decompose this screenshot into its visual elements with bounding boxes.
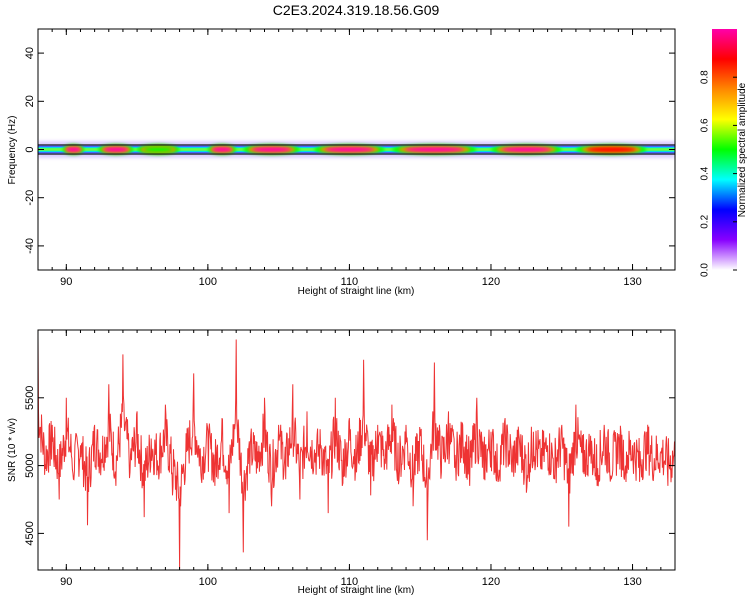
snr-series-line [38, 336, 675, 569]
colorbar-bar [712, 29, 737, 270]
colorbar-label: Normalized spectral amplitude [737, 82, 748, 217]
spectrogram-blob [586, 147, 637, 152]
colorbar-tick-label: 0.8 [700, 70, 711, 84]
snr-y-tick-label: 5000 [24, 453, 36, 477]
snr-y-tick-label: 5500 [24, 386, 36, 410]
spectrogram-y-tick-label: 20 [24, 95, 36, 107]
snr-content [38, 336, 675, 569]
snr-x-label: Height of straight line (km) [298, 585, 415, 596]
figure-title: C2E3.2024.319.18.56.G09 [273, 2, 440, 18]
snr-x-tick-label: 100 [199, 576, 217, 588]
snr-x-axis: 90 100 110 120 130 [37, 330, 676, 588]
spectrogram-y-tick-label: -40 [24, 238, 36, 254]
spectrogram-blob [404, 147, 465, 152]
spectrogram-blob [251, 147, 292, 152]
spectrogram-x-axis: 90 100 110 120 130 [37, 29, 676, 288]
spectrogram-content [38, 141, 675, 158]
spectrogram-blob [212, 147, 232, 152]
spectrogram-y-axis: 40 20 0 -20 -40 [24, 47, 675, 254]
spectrogram-x-tick-label: 110 [341, 276, 359, 288]
spectrogram-x-tick-label: 100 [199, 276, 217, 288]
spectrogram-panel: 90 100 110 120 130 40 20 0 -20 -40 Height of str… [7, 28, 676, 297]
snr-x-tick-label: 130 [623, 576, 641, 588]
colorbar-tick-label: 0.2 [700, 214, 711, 228]
spectrogram-blob [65, 147, 81, 152]
spectrogram-x-tick-label: 120 [482, 276, 500, 288]
spectrogram-y-label: Frequency (Hz) [7, 116, 18, 185]
colorbar-tick-label: 0.0 [700, 263, 711, 277]
spectrogram-x-tick-label: 90 [60, 276, 72, 288]
snr-panel: 90 100 110 120 130 4500 5000 5500 Height of st… [7, 329, 676, 596]
snr-y-tick-label: 4500 [24, 521, 36, 545]
spectrogram-y-tick-label: -20 [24, 190, 36, 206]
snr-y-label: SNR (10 * v/v) [7, 418, 18, 482]
colorbar-tick-label: 0.6 [700, 118, 711, 132]
spectrogram-blob [324, 147, 375, 152]
spectrogram-x-label: Height of straight line (km) [298, 286, 415, 297]
snr-x-tick-label: 90 [60, 576, 72, 588]
spectrogram-blob [501, 147, 552, 152]
colorbar-tick-label: 0.4 [700, 166, 711, 180]
snr-y-axis: 4500 5000 5500 [24, 386, 675, 546]
snr-x-tick-label: 120 [482, 576, 500, 588]
spectrogram-x-tick-label: 130 [623, 276, 641, 288]
colorbar-ticks: 0.0 0.2 0.4 0.6 0.8 [700, 70, 737, 277]
snr-x-tick-label: 110 [341, 576, 359, 588]
spectrogram-y-tick-label: 0 [24, 146, 36, 152]
snr-frame [37, 329, 676, 571]
colorbar: 0.0 0.2 0.4 0.6 0.8 Normalized spectral ampl… [700, 29, 748, 277]
spectrogram-blob [143, 147, 174, 152]
spectrogram-y-tick-label: 40 [24, 47, 36, 59]
spectrogram-blob [103, 147, 129, 152]
